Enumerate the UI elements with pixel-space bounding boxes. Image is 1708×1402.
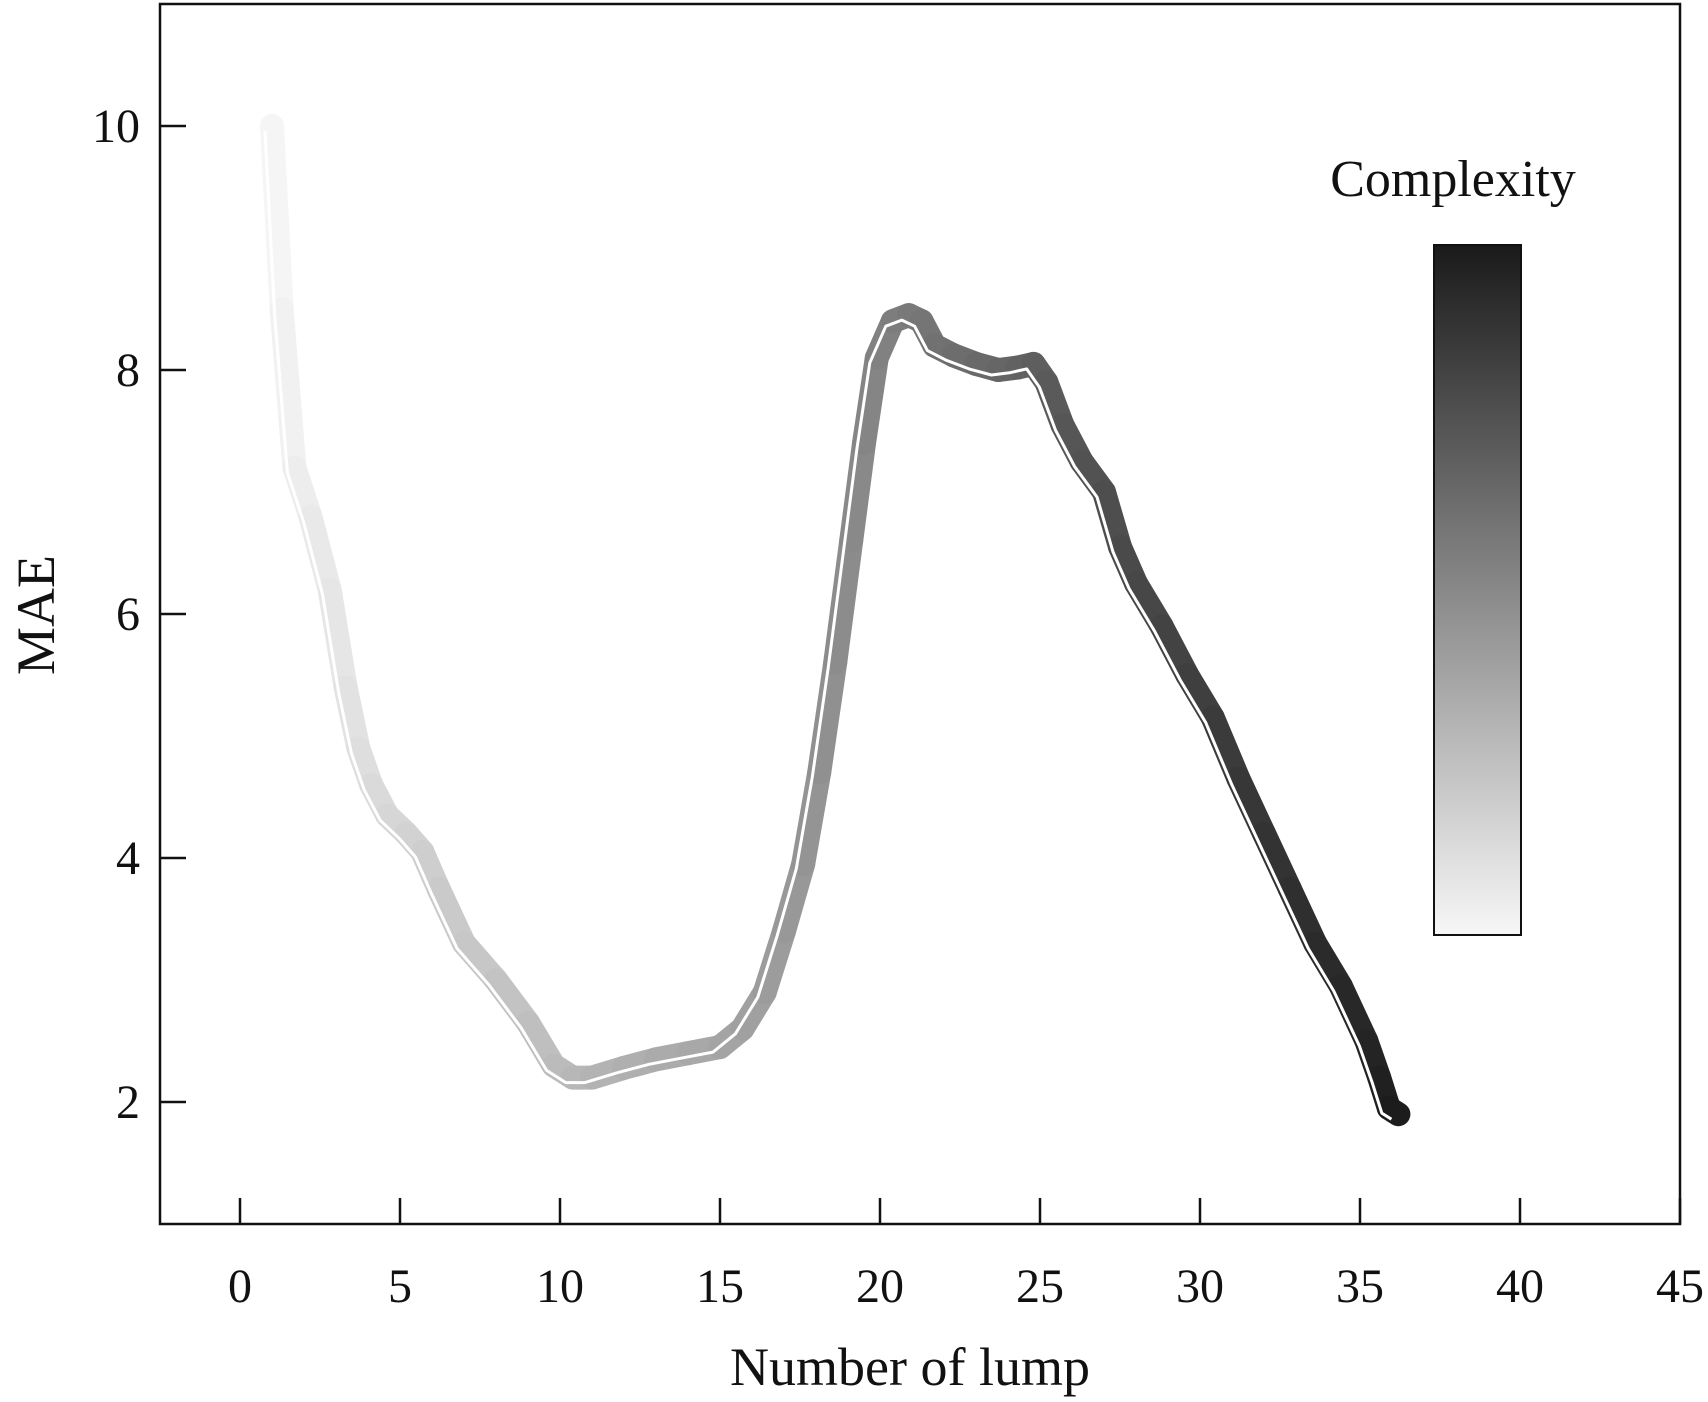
line-segment xyxy=(852,345,889,456)
y-tick-label: 10 xyxy=(92,100,140,153)
colorbar xyxy=(1433,244,1522,936)
x-axis-title: Number of lump xyxy=(730,1337,1090,1397)
line-segment xyxy=(317,577,358,700)
line-segment xyxy=(823,528,864,675)
x-axis-ticks: 0 5 10 15 20 25 30 35 40 45 xyxy=(228,1198,1704,1313)
colorbar-legend: Complexity xyxy=(1330,151,1576,936)
x-tick-label: 0 xyxy=(228,1260,252,1313)
x-tick-label: 45 xyxy=(1656,1260,1704,1313)
y-tick-label: 2 xyxy=(116,1076,140,1129)
line-segment xyxy=(269,297,307,480)
y-tick-label: 4 xyxy=(116,832,140,885)
y-tick-label: 6 xyxy=(116,588,140,641)
x-tick-label: 25 xyxy=(1016,1260,1064,1313)
x-tick-label: 10 xyxy=(536,1260,584,1313)
line-segment xyxy=(807,650,848,785)
series-line xyxy=(260,114,1411,1127)
colorbar-title: Complexity xyxy=(1330,151,1576,208)
y-axis-ticks: 2 4 6 8 10 xyxy=(92,100,186,1129)
x-tick-label: 20 xyxy=(856,1260,904,1313)
x-tick-label: 40 xyxy=(1496,1260,1544,1313)
line-segment xyxy=(791,760,832,877)
line-segment xyxy=(260,114,294,321)
y-tick-label: 8 xyxy=(116,344,140,397)
x-tick-label: 30 xyxy=(1176,1260,1224,1313)
y-axis-title: MAE xyxy=(6,555,66,675)
x-tick-label: 15 xyxy=(696,1260,744,1313)
line-highlight xyxy=(263,130,1393,1121)
line-segment xyxy=(839,431,876,553)
line-segment xyxy=(1376,1096,1411,1127)
line-segment xyxy=(298,504,342,602)
x-tick-label: 5 xyxy=(388,1260,412,1313)
x-tick-label: 35 xyxy=(1336,1260,1384,1313)
